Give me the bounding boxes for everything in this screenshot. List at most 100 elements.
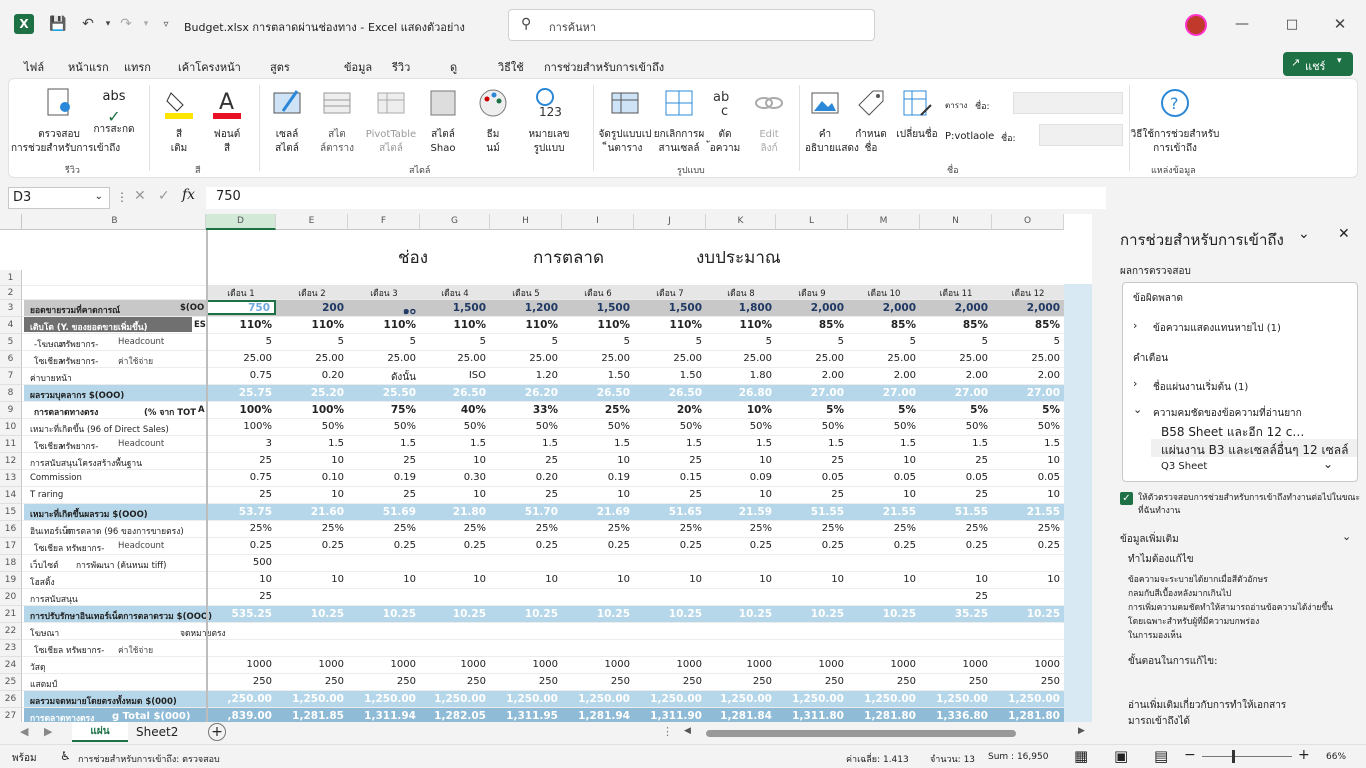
unmerge-button[interactable]: ยกเลิกการผ สานเซลล์ xyxy=(649,87,709,156)
keep-running-checkbox[interactable]: ✓ xyxy=(1120,492,1133,505)
data-cell[interactable]: 25.00 xyxy=(457,353,486,364)
row-header[interactable]: 5 xyxy=(0,334,22,351)
data-cell[interactable]: 53.75 xyxy=(238,506,272,518)
zoom-level[interactable]: 66% xyxy=(1326,752,1347,762)
accessibility-status-icon[interactable]: ♿ xyxy=(60,749,71,763)
data-cell[interactable]: 0.25 xyxy=(535,540,558,551)
scroll-left-icon[interactable]: ◀ xyxy=(684,726,691,736)
zoom-slider-thumb[interactable] xyxy=(1232,750,1235,763)
data-cell[interactable]: 535.25 xyxy=(231,608,272,620)
data-cell[interactable]: 1,250.00 xyxy=(434,693,486,705)
month-header[interactable]: เดือน 9 xyxy=(798,289,826,299)
data-cell[interactable]: 0.19 xyxy=(393,472,416,483)
data-cell[interactable]: 35.25 xyxy=(954,608,988,620)
data-cell[interactable]: 0.25 xyxy=(1037,540,1060,551)
rename-sheet-button[interactable]: เปลี่ยนชื่อ xyxy=(895,87,939,142)
data-cell[interactable]: 1,250.00 xyxy=(506,693,558,705)
row-label[interactable]: Headcount xyxy=(118,337,165,347)
data-cell[interactable]: 250 xyxy=(466,676,486,687)
data-cell[interactable]: 10% xyxy=(746,404,772,416)
column-header[interactable]: L xyxy=(776,214,848,230)
data-cell[interactable]: 5 xyxy=(837,336,844,347)
chevron-down-icon[interactable]: ⌄ xyxy=(1133,403,1143,416)
data-cell[interactable]: 1,250.00 xyxy=(578,693,630,705)
data-cell[interactable]: 1,311.90 xyxy=(650,710,702,722)
data-cell[interactable]: ดังนั้น xyxy=(390,372,416,383)
default-sheet-name-item[interactable]: ชื่อแผ่นงานเริ่มต้น (1) xyxy=(1153,382,1249,393)
row-label[interactable]: ทรัพยากร- xyxy=(66,646,105,656)
sheet-tab-sheet2[interactable]: Sheet2 xyxy=(136,725,179,739)
data-cell[interactable]: 2,000 xyxy=(882,302,916,314)
data-cell[interactable]: 0.05 xyxy=(965,472,988,483)
data-cell[interactable]: 25% xyxy=(893,523,916,534)
data-cell[interactable]: 1.5 xyxy=(470,438,486,449)
chevron-down-icon[interactable]: ⌄ xyxy=(1342,530,1352,543)
result-item-3[interactable]: Q3 Sheet xyxy=(1161,461,1208,472)
data-cell[interactable]: 51.69 xyxy=(382,506,416,518)
data-cell[interactable]: 27.00 xyxy=(882,387,916,399)
column-header[interactable]: E xyxy=(276,214,348,230)
row-label[interactable]: การตลาดทางตรง xyxy=(30,714,95,722)
month-header[interactable]: เดือน 6 xyxy=(584,289,612,299)
data-cell[interactable]: 0.25 xyxy=(821,540,844,551)
data-cell[interactable]: 85% xyxy=(962,319,988,331)
data-cell[interactable]: 250 xyxy=(610,676,630,687)
row-header[interactable]: 3 xyxy=(0,300,22,317)
format-as-table-button[interactable]: จัดรูปแบบเป ็นตาราง xyxy=(593,87,657,156)
data-cell[interactable]: 50% xyxy=(607,421,630,432)
data-cell[interactable]: 10.25 xyxy=(452,608,486,620)
data-cell[interactable]: 5% xyxy=(1042,404,1060,416)
data-cell[interactable]: 25 xyxy=(975,455,988,466)
column-header[interactable]: N xyxy=(920,214,992,230)
row-header[interactable]: 12 xyxy=(0,453,22,470)
column-header[interactable]: D xyxy=(206,214,276,230)
data-cell[interactable]: 2.00 xyxy=(965,370,988,381)
data-cell[interactable]: 26.50 xyxy=(452,387,486,399)
data-cell[interactable]: 25.20 xyxy=(310,387,344,399)
data-cell[interactable]: 1.5 xyxy=(756,438,772,449)
data-cell[interactable]: 110% xyxy=(669,319,702,331)
row-label[interactable]: T raring xyxy=(30,490,64,500)
data-cell[interactable]: 5% xyxy=(970,404,988,416)
data-cell[interactable]: 1.5 xyxy=(686,438,702,449)
data-cell[interactable]: ISO xyxy=(468,370,486,381)
data-cell[interactable]: 25.00 xyxy=(529,353,558,364)
data-cell[interactable]: 10.25 xyxy=(738,608,772,620)
data-cell[interactable]: 10 xyxy=(617,489,630,500)
row-header[interactable]: 6 xyxy=(0,351,22,368)
define-name-button[interactable]: กำหนด ชื่อ xyxy=(851,87,891,156)
month-header[interactable]: เดือน 7 xyxy=(656,289,684,299)
data-cell[interactable]: 50% xyxy=(965,421,988,432)
data-cell[interactable]: 3 xyxy=(265,438,272,449)
row-label[interactable]: Commission xyxy=(30,473,82,483)
data-cell[interactable]: 10 xyxy=(473,455,486,466)
save-icon[interactable]: 💾 xyxy=(49,16,67,32)
data-cell[interactable]: 50% xyxy=(821,421,844,432)
data-cell[interactable]: 25.00 xyxy=(387,353,416,364)
month-header[interactable]: เดือน 3 xyxy=(370,289,398,299)
data-cell[interactable]: 25.00 xyxy=(673,353,702,364)
data-cell[interactable]: 250 xyxy=(252,676,272,687)
more-sheets-icon[interactable]: ⋮ xyxy=(662,725,673,738)
data-cell[interactable]: 1000 xyxy=(746,659,772,670)
data-cell[interactable]: 750 xyxy=(206,300,276,315)
data-cell[interactable]: 5 xyxy=(623,336,630,347)
data-cell[interactable]: 0.09 xyxy=(749,472,772,483)
data-cell[interactable]: 2,000 xyxy=(810,302,844,314)
row-header[interactable]: 18 xyxy=(0,555,22,572)
data-cell[interactable]: ,839.00 xyxy=(227,710,272,722)
data-cell[interactable]: 110% xyxy=(239,319,272,331)
row-header[interactable]: 4 xyxy=(0,317,22,334)
row-label[interactable]: โฮสติ้ง xyxy=(30,578,55,588)
redo-icon[interactable]: ↷ xyxy=(120,16,132,32)
read-more-line-2[interactable]: มารถเข้าถึงได้ xyxy=(1128,716,1190,727)
data-cell[interactable]: 50% xyxy=(535,421,558,432)
data-cell[interactable]: 25% xyxy=(679,523,702,534)
data-cell[interactable]: 25 xyxy=(975,489,988,500)
data-cell[interactable]: 1000 xyxy=(318,659,344,670)
chevron-down-icon[interactable]: ⌄ xyxy=(1323,457,1334,471)
data-cell[interactable]: 5 xyxy=(265,336,272,347)
data-cell[interactable]: 1,250.00 xyxy=(936,693,988,705)
row-header[interactable]: 13 xyxy=(0,470,22,487)
data-cell[interactable]: 25 xyxy=(831,455,844,466)
